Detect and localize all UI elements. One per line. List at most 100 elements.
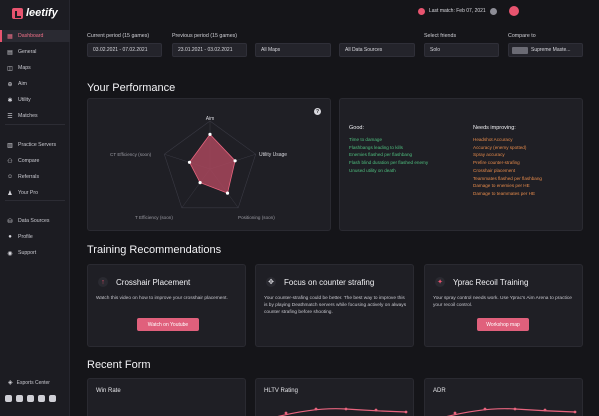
improve-item: Accuracy (enemy spotted): [473, 144, 527, 150]
sidebar-item-dashboard[interactable]: ▦ Dashboard: [0, 30, 70, 42]
maps-select[interactable]: All Maps: [255, 43, 331, 57]
radar-points: [187, 132, 237, 195]
improve-item: Damage to teammates per HE: [473, 190, 536, 196]
sidebar-item-utility[interactable]: ✱ Utility: [0, 94, 70, 106]
recent-form-heading: Recent Form: [87, 359, 151, 371]
training-heading: Training Recommendations: [87, 244, 222, 256]
compare-select[interactable]: Supreme Maste...: [508, 43, 583, 57]
crosshair-icon: ⊕: [7, 81, 13, 88]
radar-grid-ring: [163, 120, 257, 209]
compare-to-label: Compare to: [508, 33, 536, 39]
good-item: Enemies flashed per flashbang: [349, 152, 413, 158]
recommendation-text: Your counter-strafing could be better. T…: [264, 296, 407, 316]
email-icon[interactable]: [49, 395, 56, 402]
good-item: Unused utility on death: [349, 167, 396, 173]
recommendation-text: Watch this video on how to improve your …: [96, 296, 228, 301]
steam-icon[interactable]: [5, 395, 12, 402]
matches-icon: ☰: [7, 113, 13, 120]
twitter-icon[interactable]: [16, 395, 23, 402]
discord-icon[interactable]: [38, 395, 45, 402]
server-icon: ▥: [7, 142, 13, 149]
sparkline-point: [284, 411, 288, 415]
pro-icon: ♟: [7, 190, 13, 197]
sparkline-line: [277, 408, 407, 416]
improve-item: Headshot Accuracy: [473, 137, 513, 142]
radar-area: [189, 133, 236, 194]
facebook-icon[interactable]: [27, 395, 34, 402]
sidebar-item-matches[interactable]: ☰ Matches: [0, 110, 70, 122]
avatar[interactable]: [508, 6, 519, 16]
improve-item: Crosshair placement: [473, 167, 516, 173]
recommendation-title: Yprac Recoil Training: [453, 278, 529, 287]
sparkline: [277, 407, 408, 416]
radar-point: [233, 159, 237, 163]
sidebar-item-compare[interactable]: ⚇ Compare: [0, 155, 70, 167]
esports-icon: ◈: [8, 380, 13, 386]
sparkline-line: [446, 408, 576, 416]
support-icon: ◉: [7, 250, 13, 257]
sidebar-item-practice-servers[interactable]: ▥ Practice Servers: [0, 139, 70, 151]
improve-item: Spray accuracy: [473, 152, 505, 158]
sidebar-item-label: Support: [18, 250, 37, 256]
utility-icon: ✱: [7, 97, 13, 104]
sparkline-point: [453, 411, 457, 415]
recommendation-button[interactable]: Watch on Youtube: [137, 318, 199, 331]
recommendation-card: ↑ Crosshair Placement Watch this video on …: [87, 264, 246, 347]
sparkline-point: [543, 408, 547, 412]
radar-card: Aim Utility Usage Positioning (soon) T E…: [87, 98, 331, 231]
data-sources-icon: ⛁: [7, 218, 13, 225]
referrals-icon: ☺: [6, 174, 14, 180]
sidebar-item-aim[interactable]: ⊕ Aim: [0, 78, 70, 90]
sidebar-item-profile[interactable]: ● Profile: [0, 231, 70, 243]
leetify-logo[interactable]: leetify: [12, 7, 58, 19]
improve-item: Prefire counter-strafing: [473, 160, 520, 166]
compare-value: Supreme Maste...: [531, 47, 571, 53]
data-sources-select[interactable]: All Data Sources: [339, 43, 415, 57]
recommendation-button[interactable]: Workshop map: [477, 318, 529, 331]
profile-icon: ●: [8, 234, 12, 240]
previous-period-select[interactable]: 23.01.2021 - 03.02.2021: [172, 43, 247, 57]
arrow-up-icon: ↑: [98, 277, 108, 287]
sparkline-point: [573, 410, 577, 414]
topbar: Last match: Feb 07, 2021: [418, 6, 519, 16]
sparkline-point: [513, 407, 517, 411]
radar-label-utility: Utility Usage: [259, 152, 287, 158]
radar-point: [225, 191, 230, 195]
radar-label-ct: CT Efficiency (soon): [110, 152, 152, 157]
social-links: [5, 395, 56, 402]
sidebar-item-label: Referrals: [18, 174, 40, 180]
sidebar-item-label: Matches: [18, 113, 38, 119]
sidebar-divider: [5, 124, 65, 125]
esports-center-link[interactable]: ◈ Esports Center: [8, 379, 50, 387]
improve-item: Teammates flashed per flashbang: [473, 175, 542, 181]
logo-text: leetify: [26, 7, 58, 19]
help-icon[interactable]: ?: [314, 108, 321, 115]
current-period-select[interactable]: 03.02.2021 - 07.02.2021: [87, 43, 162, 57]
sidebar-item-your-pro[interactable]: ♟ Your Pro: [0, 187, 70, 199]
sidebar-item-label: Dashboard: [18, 33, 44, 39]
friends-select[interactable]: Solo: [424, 43, 499, 57]
recent-form-card: Win Rate: [87, 378, 246, 416]
radar-point: [187, 160, 192, 164]
recommendation-title: Crosshair Placement: [116, 278, 191, 287]
sidebar-item-general[interactable]: ▤ General: [0, 46, 70, 58]
radar-label-t: T Efficiency (soon): [135, 215, 173, 220]
general-icon: ▤: [7, 49, 13, 56]
dashboard-icon: ▦: [7, 33, 13, 40]
performance-heading: Your Performance: [87, 82, 176, 94]
good-item: Flash blind duration per flashed enemy: [349, 160, 429, 166]
sidebar-divider: [5, 200, 65, 201]
strafe-icon: ✥: [266, 277, 276, 287]
leetify-logo-icon: [12, 7, 23, 19]
sidebar-item-support[interactable]: ◉ Support: [0, 247, 70, 259]
sidebar-item-maps[interactable]: ◫ Maps: [0, 62, 70, 74]
recent-form-card: HLTV Rating: [255, 378, 414, 416]
recommendation-card: ✦ Yprac Recoil Training Your spray control…: [424, 264, 583, 347]
steam-status-icon[interactable]: [489, 7, 497, 15]
yprac-icon: ✦: [435, 277, 445, 287]
recommendation-title: Focus on counter strafing: [284, 278, 375, 287]
select-friends-label: Select friends: [424, 33, 457, 39]
sidebar-item-referrals[interactable]: ☺ Referrals: [0, 171, 70, 183]
sidebar-item-data-sources[interactable]: ⛁ Data Sources: [0, 215, 70, 227]
esports-center-label: Esports Center: [16, 379, 50, 386]
